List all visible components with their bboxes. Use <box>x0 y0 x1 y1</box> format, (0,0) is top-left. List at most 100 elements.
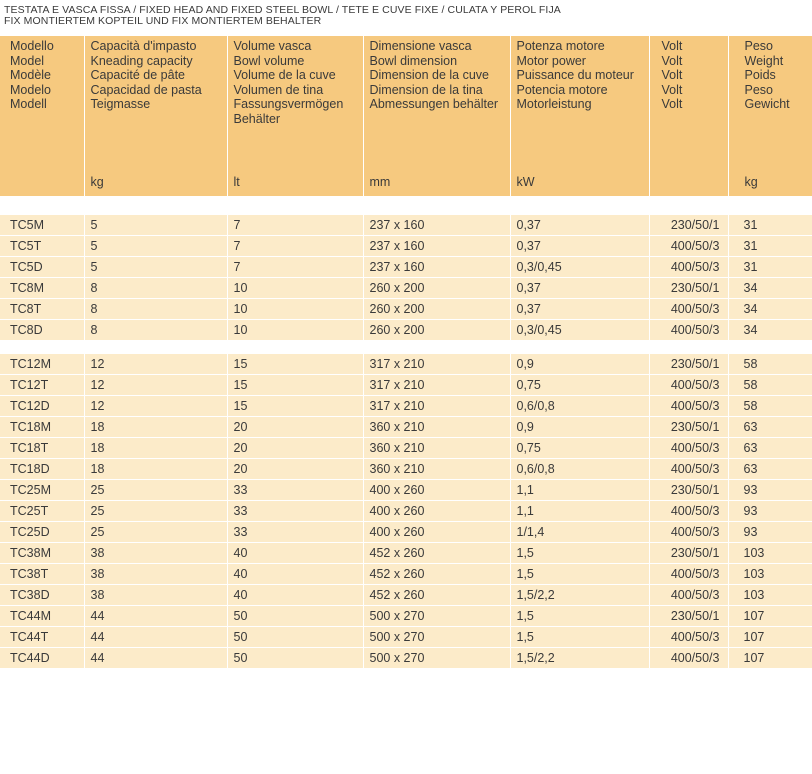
cell-motor-power: 0,9 <box>509 353 649 375</box>
cell-volt: 400/50/3 <box>648 235 728 257</box>
table-row: TC25D 25 33 400 x 260 1/1,4 400/50/3 93 <box>0 521 812 543</box>
cell-kneading-capacity: 12 <box>83 353 227 375</box>
table-row: TC25M 25 33 400 x 260 1,1 230/50/1 93 <box>0 479 812 501</box>
cell-motor-power: 1,5/2,2 <box>509 647 649 668</box>
cell-volt: 400/50/3 <box>648 319 728 340</box>
header-label: Modelo <box>10 82 51 97</box>
cell-motor-power: 1,5 <box>509 563 649 585</box>
table-row: TC18M 18 20 360 x 210 0,9 230/50/1 63 <box>0 416 812 438</box>
cell-volt: 230/50/1 <box>648 353 728 375</box>
header-label: Volume de la cuve <box>233 68 336 83</box>
table-row: TC25T 25 33 400 x 260 1,1 400/50/3 93 <box>0 500 812 522</box>
cell-bowl-volume: 7 <box>226 235 363 257</box>
header-label: Fassungsvermögen <box>233 97 344 112</box>
cell-weight: 31 <box>727 214 812 236</box>
cell-motor-power: 0,37 <box>509 298 649 320</box>
cell-bowl-volume: 33 <box>226 479 363 501</box>
spacer-cell <box>0 196 812 215</box>
cell-kneading-capacity: 38 <box>83 584 227 606</box>
cell-motor-power: 1,5/2,2 <box>509 584 649 606</box>
header-bowl-volume: Volume vasca Bowl volume Volume de la cuve… <box>226 36 363 196</box>
header-motor-power: Potenza motore Motor power Puissance du mo… <box>509 36 649 196</box>
cell-volt: 230/50/1 <box>648 542 728 564</box>
cell-bowl-dimension: 237 x 160 <box>362 214 510 236</box>
header-volt: Volt Volt Volt Volt Volt <box>648 36 728 196</box>
cell-kneading-capacity: 8 <box>83 298 227 320</box>
cell-bowl-dimension: 452 x 260 <box>362 542 510 564</box>
cell-model: TC8T <box>0 298 84 320</box>
cell-bowl-volume: 20 <box>226 437 363 459</box>
cell-motor-power: 0,37 <box>509 214 649 236</box>
header-label: Abmessungen behälter <box>369 97 499 112</box>
cell-kneading-capacity: 5 <box>83 256 227 278</box>
header-label: Capacidad de pasta <box>90 82 202 97</box>
cell-weight: 63 <box>727 416 812 438</box>
header-label: Volt <box>661 39 683 53</box>
cell-bowl-volume: 50 <box>226 605 363 627</box>
cell-model: TC25D <box>0 521 84 543</box>
cell-bowl-dimension: 360 x 210 <box>362 437 510 459</box>
cell-volt: 400/50/3 <box>648 458 728 480</box>
cell-volt: 400/50/3 <box>648 521 728 543</box>
header-label: Poids <box>744 68 776 83</box>
header-label: Motor power <box>516 53 586 68</box>
cell-volt: 400/50/3 <box>648 584 728 606</box>
cell-kneading-capacity: 25 <box>83 500 227 522</box>
cell-motor-power: 0,9 <box>509 416 649 438</box>
header-label: Capacité de pâte <box>90 68 186 83</box>
header-label: Gewicht <box>744 97 790 112</box>
cell-kneading-capacity: 8 <box>83 277 227 299</box>
cell-weight: 58 <box>727 374 812 396</box>
table-row: TC8D 8 10 260 x 200 0,3/0,45 400/50/3 34 <box>0 319 812 340</box>
cell-kneading-capacity: 18 <box>83 458 227 480</box>
cell-bowl-dimension: 500 x 270 <box>362 626 510 648</box>
cell-model: TC44D <box>0 647 84 668</box>
table-row: TC44M 44 50 500 x 270 1,5 230/50/1 107 <box>0 605 812 627</box>
cell-bowl-dimension: 317 x 210 <box>362 353 510 375</box>
cell-model: TC12M <box>0 353 84 375</box>
header-weight: Peso Weight Poids Peso Gewicht kg <box>727 36 812 196</box>
table-body: TC5M 5 7 237 x 160 0,37 230/50/1 31 TC5T 5 7 237 x… <box>0 196 812 668</box>
cell-bowl-dimension: 260 x 200 <box>362 298 510 320</box>
cell-model: TC5M <box>0 214 84 236</box>
table-row: TC12D 12 15 317 x 210 0,6/0,8 400/50/3 58 <box>0 395 812 417</box>
header-label: Volt <box>661 97 683 112</box>
cell-model: TC8D <box>0 319 84 340</box>
cell-bowl-dimension: 400 x 260 <box>362 500 510 522</box>
header-label: Volume vasca <box>233 39 312 53</box>
cell-bowl-volume: 20 <box>226 416 363 438</box>
cell-model: TC38T <box>0 563 84 585</box>
cell-volt: 230/50/1 <box>648 416 728 438</box>
cell-weight: 34 <box>727 319 812 340</box>
cell-weight: 58 <box>727 353 812 375</box>
cell-bowl-volume: 20 <box>226 458 363 480</box>
cell-weight: 34 <box>727 277 812 299</box>
cell-motor-power: 1,5 <box>509 626 649 648</box>
table-row: TC38T 38 40 452 x 260 1,5 400/50/3 103 <box>0 563 812 585</box>
cell-kneading-capacity: 5 <box>83 214 227 236</box>
header-label: Dimension de la tina <box>369 82 483 97</box>
header-label: Modèle <box>10 68 51 83</box>
header-label: Modello <box>10 39 54 53</box>
table-row: TC5D 5 7 237 x 160 0,3/0,45 400/50/3 31 <box>0 256 812 278</box>
header-unit: kg <box>744 175 758 190</box>
header-model: Modello Model Modèle Modelo Modell <box>0 36 84 196</box>
spacer-cell <box>0 340 812 354</box>
cell-motor-power: 1,1 <box>509 500 649 522</box>
cell-motor-power: 1,5 <box>509 542 649 564</box>
cell-motor-power: 1/1,4 <box>509 521 649 543</box>
cell-bowl-dimension: 260 x 200 <box>362 277 510 299</box>
cell-weight: 63 <box>727 458 812 480</box>
cell-model: TC18T <box>0 437 84 459</box>
cell-kneading-capacity: 38 <box>83 563 227 585</box>
cell-kneading-capacity: 25 <box>83 521 227 543</box>
cell-motor-power: 1,1 <box>509 479 649 501</box>
cell-motor-power: 0,37 <box>509 235 649 257</box>
cell-bowl-volume: 40 <box>226 563 363 585</box>
cell-motor-power: 0,3/0,45 <box>509 256 649 278</box>
cell-weight: 63 <box>727 437 812 459</box>
header-label: Weight <box>744 53 784 68</box>
cell-weight: 103 <box>727 542 812 564</box>
header-label: Bowl dimension <box>369 53 458 68</box>
cell-bowl-dimension: 400 x 260 <box>362 521 510 543</box>
